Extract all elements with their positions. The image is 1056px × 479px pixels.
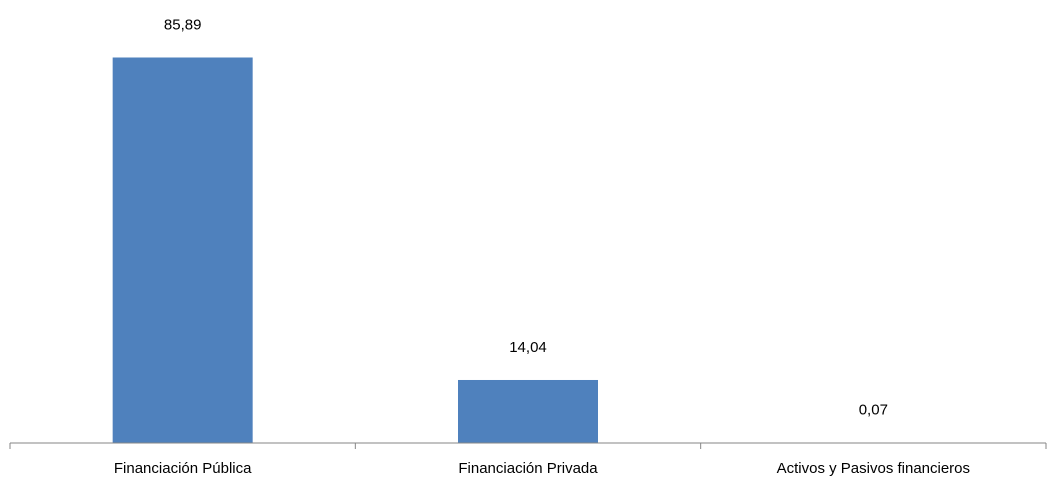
data-label: 0,07 — [859, 402, 888, 419]
x-tick-label: Financiación Pública — [114, 460, 252, 477]
bar — [458, 379, 598, 443]
x-tick-label: Activos y Pasivos financieros — [777, 460, 970, 477]
data-label: 14,04 — [509, 339, 547, 356]
bars-group — [112, 57, 944, 444]
value-labels-group: 85,89 14,04 0,07 — [164, 16, 888, 418]
x-axis: Financiación Pública Financiación Privada… — [9, 442, 1047, 477]
x-tick-label: Financiación Privada — [458, 460, 598, 477]
bar — [112, 57, 253, 444]
data-label: 85,89 — [164, 16, 202, 33]
